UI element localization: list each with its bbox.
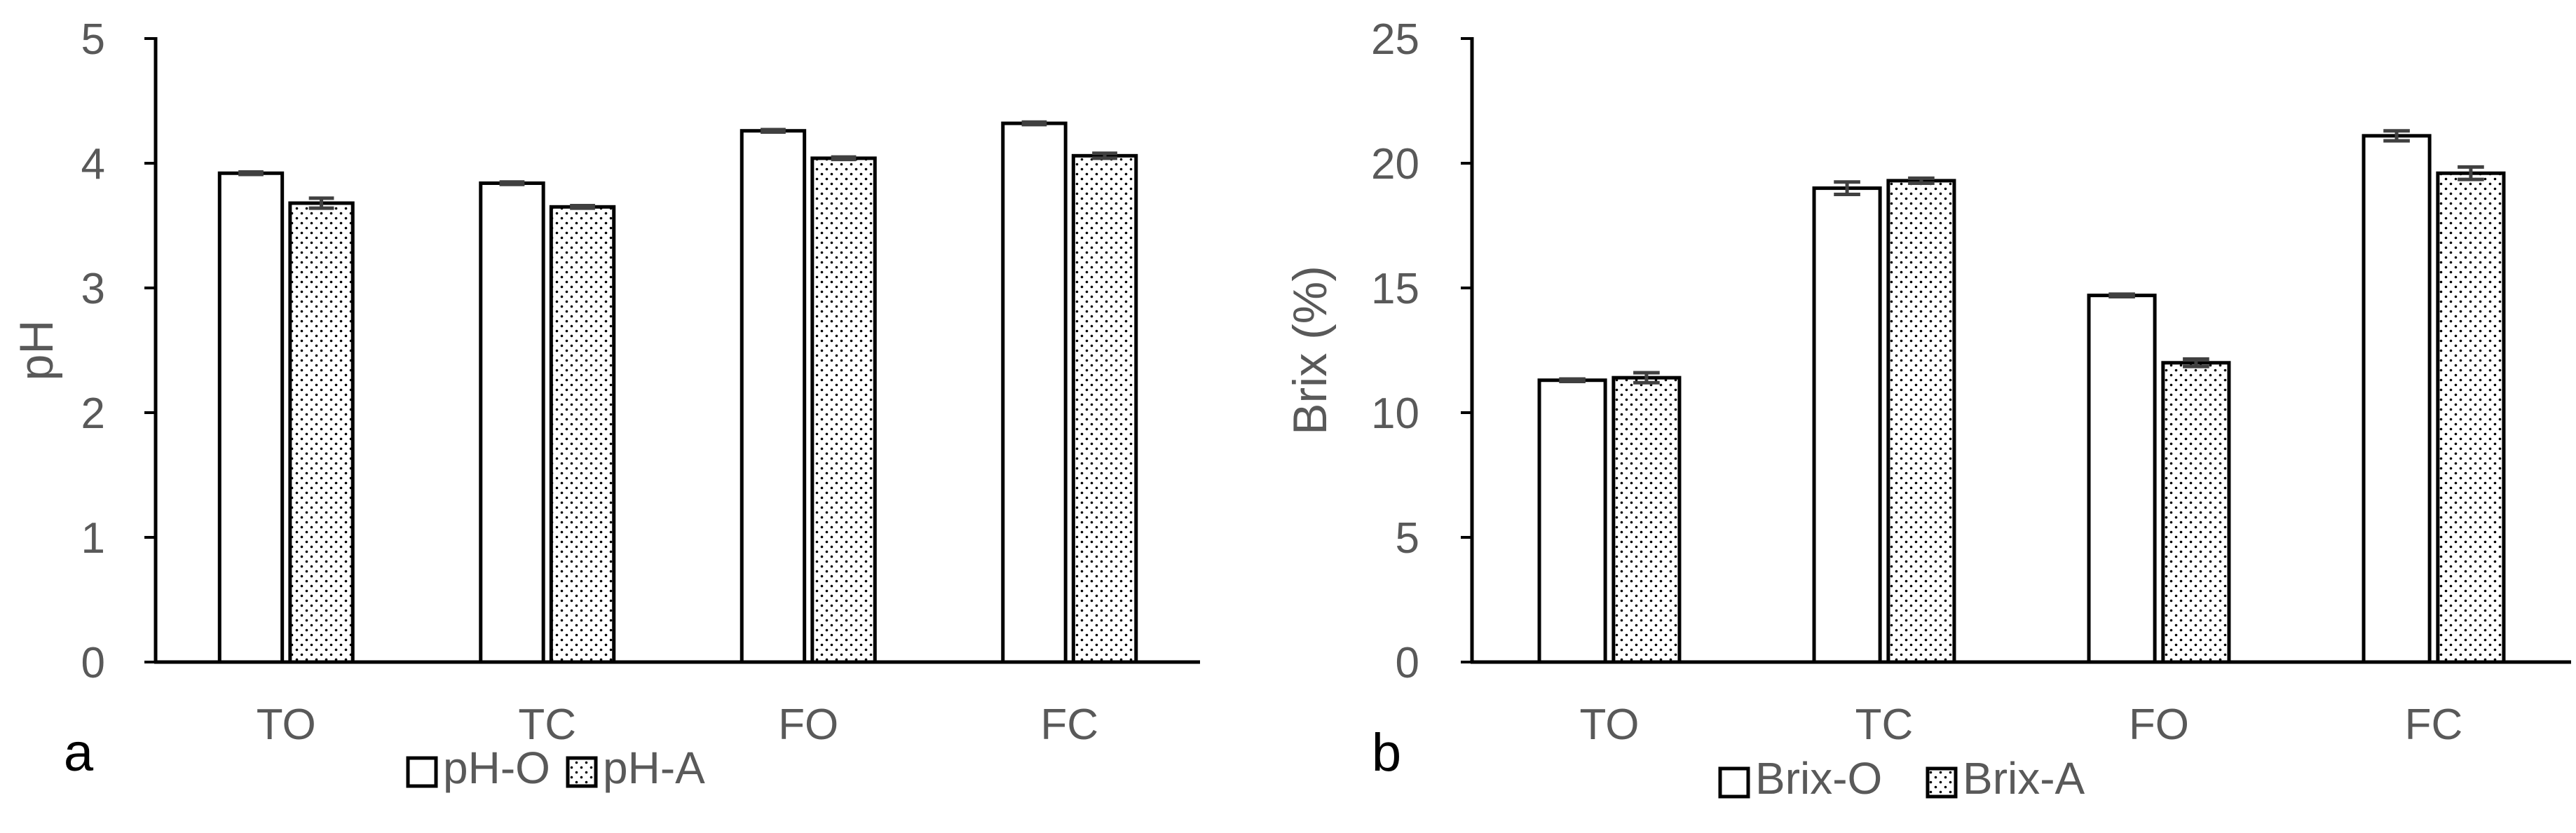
chart-panel-b: 0 5 10 15 20 25 Brix (%) TO TC FO FC b Brix-O Brix-A [1283, 15, 2571, 804]
error-bar-pH-O-TC [499, 180, 525, 186]
legend-label: pH-A [603, 743, 705, 793]
bar-pH-O-TC [479, 181, 545, 664]
x-tick-label: FO [2129, 701, 2189, 749]
legend-swatch-Brix-O [1718, 766, 1750, 799]
x-tick-label: TO [257, 701, 316, 749]
y-tick-label: 25 [1371, 15, 1419, 64]
chart-panel-a: 0 1 2 3 4 5 pH TO TC FO FC a pH-O pH-A [10, 15, 1200, 793]
error-bar-pH-A-FC [1092, 151, 1117, 160]
bar-Brix-A-FO [2161, 361, 2231, 664]
legend: Brix-O Brix-A [1718, 753, 2085, 804]
error-bar-Brix-O-TC [1834, 180, 1860, 196]
y-tick-label: 15 [1371, 265, 1419, 313]
y-tick-label: 4 [81, 140, 105, 188]
x-tick-label: FC [2405, 701, 2463, 749]
bar-pH-A-FO [810, 156, 877, 664]
y-tick-label: 5 [1396, 514, 1419, 563]
legend-label: Brix-O [1755, 753, 1882, 804]
y-axis-title: pH [10, 320, 63, 381]
bar-pH-A-TO [288, 201, 355, 664]
legend-label: Brix-A [1963, 753, 2085, 804]
x-tick-label: FC [1040, 701, 1098, 749]
error-bar-Brix-A-FC [2458, 165, 2484, 181]
error-bar-pH-O-FC [1021, 120, 1047, 127]
error-bar-pH-O-TO [238, 170, 264, 177]
y-tick-label: 0 [1396, 639, 1419, 687]
bar-pH-O-FO [740, 129, 807, 664]
y-tick-label: 0 [81, 639, 105, 687]
bar-Brix-A-TC [1886, 179, 1956, 664]
error-bar-pH-A-FO [831, 155, 857, 162]
panel-label: a [64, 723, 94, 783]
legend-swatch-pH-O [406, 756, 438, 788]
bar-Brix-O-TO [1537, 378, 1607, 664]
error-bar-Brix-O-FC [2383, 129, 2410, 143]
x-tick-label: FO [778, 701, 838, 749]
bar-Brix-A-FC [2436, 171, 2506, 664]
bar-Brix-O-FC [2362, 134, 2432, 664]
legend-swatch-pH-A [566, 756, 598, 788]
legend-label: pH-O [443, 743, 550, 793]
bar-Brix-A-TO [1611, 376, 1682, 664]
x-tick-label: TC [1855, 701, 1914, 749]
y-tick-label: 1 [81, 514, 105, 563]
error-bar-pH-A-TO [308, 196, 334, 210]
bar-pH-O-TO [217, 171, 285, 664]
error-bar-pH-A-TC [570, 204, 595, 210]
panel-label: b [1372, 723, 1401, 783]
error-bar-Brix-O-TO [1559, 377, 1586, 383]
bar-Brix-O-FO [2087, 294, 2157, 664]
bar-Brix-O-TC [1812, 186, 1882, 664]
error-bar-Brix-A-TO [1633, 371, 1660, 385]
y-tick-label: 20 [1371, 140, 1419, 188]
error-bar-pH-O-FO [761, 128, 786, 134]
y-tick-label: 10 [1371, 390, 1419, 438]
y-tick-label: 5 [81, 15, 105, 64]
error-bar-Brix-A-TC [1908, 176, 1935, 185]
bar-pH-A-TC [549, 205, 616, 664]
y-tick-label: 2 [81, 390, 105, 438]
legend-swatch-Brix-A [1926, 766, 1958, 799]
bar-pH-O-FC [1001, 121, 1068, 664]
y-tick-label: 3 [81, 265, 105, 313]
x-tick-label: TC [518, 701, 576, 749]
bar-pH-A-FC [1071, 153, 1138, 664]
y-axis-title: Brix (%) [1283, 266, 1337, 435]
error-bar-Brix-A-FO [2183, 357, 2209, 369]
error-bar-Brix-O-FO [2108, 292, 2135, 298]
x-tick-label: TO [1580, 701, 1640, 749]
legend: pH-O pH-A [406, 743, 705, 793]
